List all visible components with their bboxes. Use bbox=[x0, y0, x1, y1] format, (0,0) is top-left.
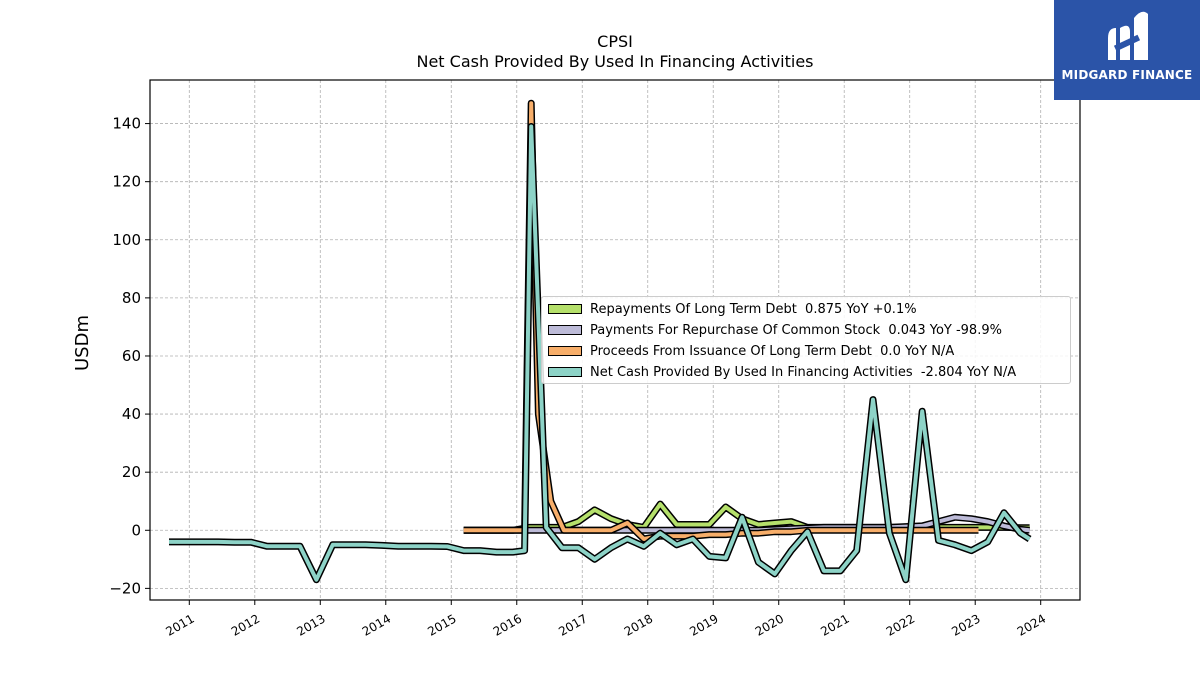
x-tick-label: 2013 bbox=[294, 611, 327, 638]
legend-label: Proceeds From Issuance Of Long Term Debt… bbox=[590, 343, 955, 359]
legend-item-repurchase: Payments For Repurchase Of Common Stock … bbox=[548, 321, 1002, 339]
legend-item-repayments: Repayments Of Long Term Debt 0.875 YoY +… bbox=[548, 300, 917, 318]
logo-text: MIDGARD FINANCE bbox=[1061, 68, 1193, 82]
y-axis-ticks: −20 0 20 40 60 80 100 120 140 bbox=[109, 115, 150, 597]
legend-swatch bbox=[548, 325, 582, 335]
x-tick-label: 2021 bbox=[818, 611, 851, 638]
chart-title: CPSI bbox=[597, 32, 633, 51]
x-tick-label: 2015 bbox=[425, 611, 458, 638]
x-axis-ticks: 2011 2012 2013 2014 2015 2016 2017 2018 2019 2020… bbox=[163, 600, 1048, 639]
series-lines bbox=[169, 99, 1032, 584]
plot-frame bbox=[149, 79, 1081, 601]
y-tick-label: 120 bbox=[112, 173, 141, 191]
x-tick-label: 2011 bbox=[163, 611, 196, 638]
legend-item-net-cash: Net Cash Provided By Used In Financing A… bbox=[548, 363, 1016, 381]
chart-subtitle: Net Cash Provided By Used In Financing A… bbox=[416, 52, 814, 71]
y-tick-label: 140 bbox=[112, 115, 141, 133]
brand-logo: MIDGARD FINANCE bbox=[1054, 0, 1200, 100]
y-tick-label: −20 bbox=[109, 579, 141, 597]
x-tick-label: 2018 bbox=[622, 611, 655, 638]
legend-swatch bbox=[548, 304, 582, 314]
legend-item-proceeds: Proceeds From Issuance Of Long Term Debt… bbox=[548, 342, 954, 360]
x-tick-label: 2022 bbox=[884, 611, 917, 638]
legend-label: Net Cash Provided By Used In Financing A… bbox=[590, 364, 1017, 380]
legend-label: Payments For Repurchase Of Common Stock … bbox=[590, 322, 1002, 338]
x-tick-label: 2014 bbox=[360, 611, 393, 638]
logo-mark-icon bbox=[1108, 11, 1148, 60]
x-tick-label: 2019 bbox=[687, 611, 720, 638]
y-tick-label: 0 bbox=[131, 521, 141, 539]
x-tick-label: 2024 bbox=[1015, 611, 1048, 638]
x-tick-label: 2016 bbox=[491, 611, 524, 638]
y-tick-label: 20 bbox=[122, 463, 141, 481]
legend: Repayments Of Long Term Debt 0.875 YoY +… bbox=[541, 296, 1071, 384]
y-tick-label: 100 bbox=[112, 231, 141, 249]
x-tick-label: 2017 bbox=[556, 611, 589, 638]
y-axis-label: USDm bbox=[72, 315, 93, 371]
x-tick-label: 2020 bbox=[753, 611, 786, 638]
legend-swatch bbox=[548, 367, 582, 377]
y-tick-label: 60 bbox=[122, 347, 141, 365]
x-tick-label: 2012 bbox=[229, 611, 262, 638]
y-tick-label: 40 bbox=[122, 405, 141, 423]
x-tick-label: 2023 bbox=[949, 611, 982, 638]
series-line-3 bbox=[169, 124, 1031, 582]
legend-swatch bbox=[548, 346, 582, 356]
legend-label: Repayments Of Long Term Debt 0.875 YoY +… bbox=[590, 301, 917, 317]
y-tick-label: 80 bbox=[122, 289, 141, 307]
